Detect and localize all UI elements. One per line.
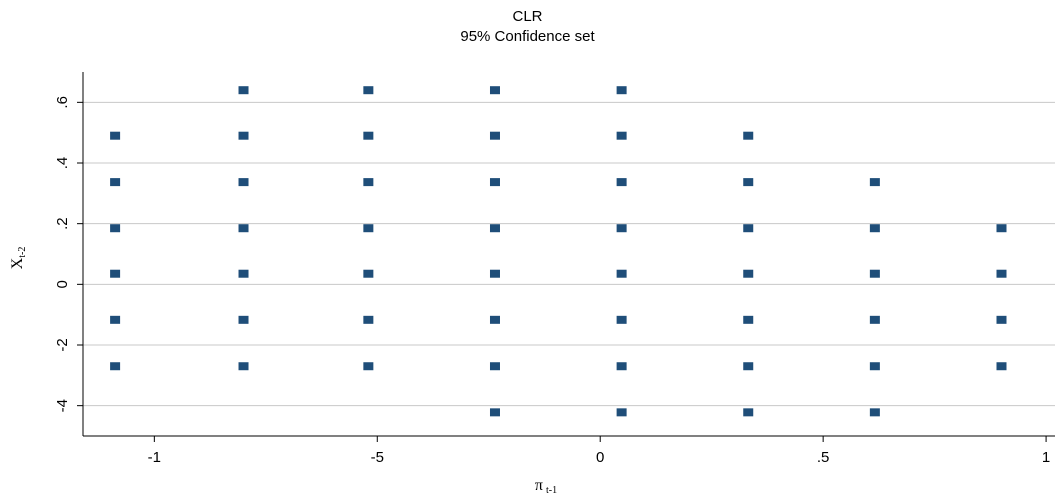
data-point bbox=[869, 269, 880, 278]
data-point bbox=[616, 315, 627, 324]
data-point bbox=[489, 362, 500, 371]
x-axis-title: π t-1 bbox=[535, 477, 557, 496]
x-axis-title-base: π bbox=[535, 477, 543, 494]
data-point bbox=[869, 408, 880, 417]
data-point bbox=[110, 362, 121, 371]
data-point bbox=[110, 315, 121, 324]
data-point bbox=[238, 362, 249, 371]
data-point bbox=[616, 224, 627, 233]
data-point bbox=[363, 131, 374, 140]
data-point bbox=[616, 408, 627, 417]
data-point bbox=[238, 178, 249, 187]
data-point bbox=[869, 362, 880, 371]
x-tick-label: .5 bbox=[817, 449, 830, 466]
data-point bbox=[238, 315, 249, 324]
data-point bbox=[489, 224, 500, 233]
data-point bbox=[616, 362, 627, 371]
data-point bbox=[616, 86, 627, 95]
data-point bbox=[110, 269, 121, 278]
data-points bbox=[110, 86, 1007, 417]
x-tick-label: 1 bbox=[1042, 449, 1050, 466]
y-tick-label: .6 bbox=[54, 96, 71, 109]
chart-subtitle: 95% Confidence set bbox=[460, 28, 595, 45]
data-point bbox=[869, 315, 880, 324]
data-point bbox=[363, 362, 374, 371]
data-point bbox=[616, 269, 627, 278]
data-point bbox=[363, 224, 374, 233]
x-axis-title-sub: t-1 bbox=[546, 485, 557, 496]
data-point bbox=[743, 269, 754, 278]
x-tick-label: 0 bbox=[596, 449, 604, 466]
data-point bbox=[743, 178, 754, 187]
data-point bbox=[489, 408, 500, 417]
data-point bbox=[616, 131, 627, 140]
data-point bbox=[616, 178, 627, 187]
x-tick-label: -5 bbox=[371, 449, 384, 466]
y-tick-label: .4 bbox=[54, 157, 71, 170]
y-tick-label: -4 bbox=[54, 399, 71, 412]
data-point bbox=[489, 315, 500, 324]
gridlines bbox=[83, 101, 1055, 407]
data-point bbox=[238, 86, 249, 95]
y-axis-title-base: X bbox=[9, 257, 26, 269]
data-point bbox=[996, 315, 1007, 324]
data-point bbox=[110, 131, 121, 140]
y-tick-label: 0 bbox=[54, 280, 71, 288]
data-point bbox=[996, 224, 1007, 233]
chart-title: CLR bbox=[512, 8, 543, 25]
data-point bbox=[996, 362, 1007, 371]
x-tick-label: -1 bbox=[148, 449, 161, 466]
data-point bbox=[869, 178, 880, 187]
data-point bbox=[743, 408, 754, 417]
data-point bbox=[489, 131, 500, 140]
y-axis-title-sub: t-2 bbox=[17, 247, 28, 258]
y-axis-title: Xt-2 bbox=[9, 247, 28, 270]
data-point bbox=[489, 269, 500, 278]
data-point bbox=[743, 315, 754, 324]
data-point bbox=[110, 224, 121, 233]
data-point bbox=[743, 224, 754, 233]
data-point bbox=[363, 86, 374, 95]
data-point bbox=[238, 224, 249, 233]
data-point bbox=[363, 178, 374, 187]
y-tick-label: -2 bbox=[54, 338, 71, 351]
axes: -4 -2 0 .2 .4 .6 -1 -5 0 .5 1 bbox=[54, 72, 1055, 466]
data-point bbox=[238, 269, 249, 278]
data-point bbox=[363, 269, 374, 278]
data-point bbox=[110, 178, 121, 187]
data-point bbox=[489, 178, 500, 187]
y-tick-label: .2 bbox=[54, 217, 71, 230]
data-point bbox=[743, 362, 754, 371]
data-point bbox=[489, 86, 500, 95]
data-point bbox=[743, 131, 754, 140]
data-point bbox=[363, 315, 374, 324]
data-point bbox=[996, 269, 1007, 278]
data-point bbox=[238, 131, 249, 140]
data-point bbox=[869, 224, 880, 233]
